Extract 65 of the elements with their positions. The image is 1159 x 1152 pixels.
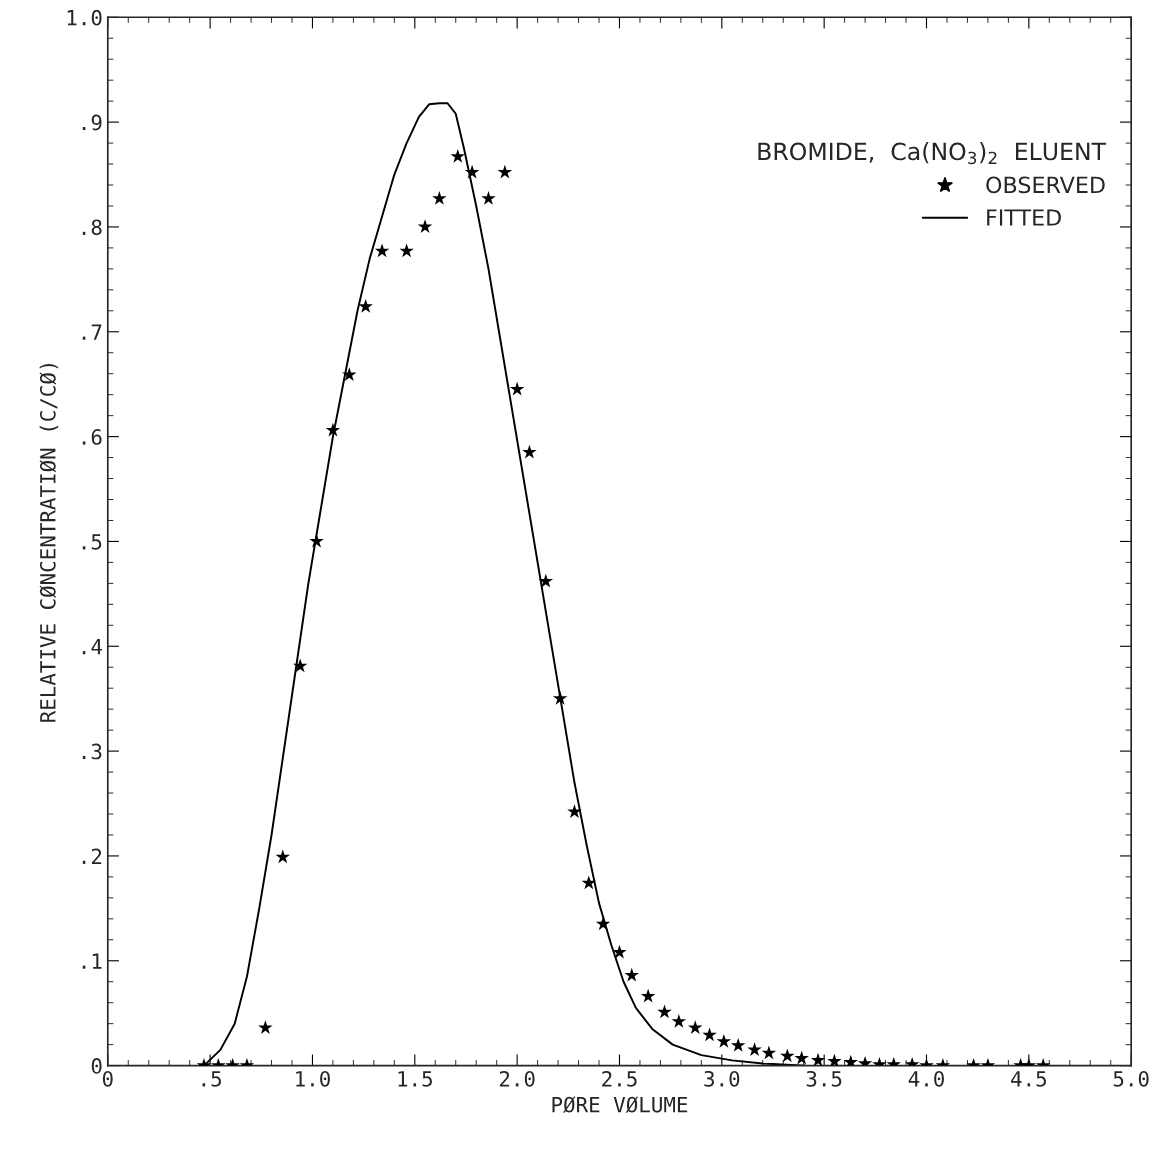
point xyxy=(640,988,656,1003)
point xyxy=(843,1054,859,1066)
point xyxy=(258,1020,273,1035)
x-tick-label: 2.0 xyxy=(499,1070,535,1087)
y-tick-label: .8 xyxy=(82,219,102,236)
x-tick-label: 0 xyxy=(102,1070,113,1087)
y-tick-label: 0 xyxy=(91,1058,102,1074)
point xyxy=(716,1033,732,1048)
y-tick-label: .9 xyxy=(82,114,102,131)
x-tick-label: 3.0 xyxy=(704,1070,740,1087)
point xyxy=(538,573,554,588)
point xyxy=(581,875,597,890)
x-tick-label: 4.5 xyxy=(1011,1071,1046,1087)
point xyxy=(761,1045,777,1060)
point xyxy=(730,1038,746,1052)
legend-title: BROMIDE, Ca(NO$_{3}$)$_{2}$ ELUENT xyxy=(758,142,1107,165)
x-tick-label: 5.0 xyxy=(1113,1070,1149,1087)
y-axis-title: RELATIVE CØNCENTRATIØN (C/CØ) xyxy=(39,363,59,722)
point xyxy=(497,164,513,179)
point xyxy=(810,1052,826,1066)
x-tick-label: 4.0 xyxy=(908,1070,944,1087)
point xyxy=(567,804,582,819)
point xyxy=(794,1050,809,1065)
point xyxy=(275,849,291,864)
point xyxy=(747,1042,762,1057)
point xyxy=(671,1013,687,1028)
point xyxy=(309,533,324,548)
point xyxy=(595,916,611,931)
point xyxy=(292,658,308,673)
point xyxy=(399,243,414,258)
x-tick-label: 1.0 xyxy=(296,1070,330,1087)
point xyxy=(481,191,496,205)
y-tick-label: .7 xyxy=(82,324,102,340)
point xyxy=(612,944,627,959)
y-tick-label: .1 xyxy=(82,953,102,969)
point xyxy=(827,1053,842,1066)
y-tick-label: .2 xyxy=(82,848,102,864)
point xyxy=(552,691,568,705)
y-tick-label: 1.0 xyxy=(67,9,102,26)
point xyxy=(702,1027,717,1042)
point xyxy=(374,243,390,258)
point xyxy=(657,1004,672,1019)
point xyxy=(687,1020,703,1035)
point xyxy=(464,164,480,179)
point xyxy=(624,967,639,982)
legend-label: OBSERVED xyxy=(986,176,1105,194)
point xyxy=(325,422,341,437)
point xyxy=(522,444,537,459)
point xyxy=(780,1048,795,1063)
y-tick-label: .6 xyxy=(82,429,102,445)
point xyxy=(417,219,433,234)
y-tick-label: .4 xyxy=(82,639,102,655)
y-tick-label: .3 xyxy=(82,743,102,760)
legend-label: FITTED xyxy=(987,209,1061,226)
point xyxy=(509,381,525,396)
x-tick-label: 3.5 xyxy=(806,1070,842,1087)
x-axis-title: PØRE VØLUME xyxy=(552,1096,688,1113)
x-tick-label: .5 xyxy=(202,1071,221,1087)
x-tick-label: 2.5 xyxy=(602,1070,637,1087)
x-tick-label: 1.5 xyxy=(398,1071,432,1087)
point xyxy=(342,367,357,381)
point xyxy=(358,299,373,313)
y-tick-label: .5 xyxy=(82,534,102,550)
point xyxy=(432,191,447,205)
point xyxy=(450,149,466,163)
